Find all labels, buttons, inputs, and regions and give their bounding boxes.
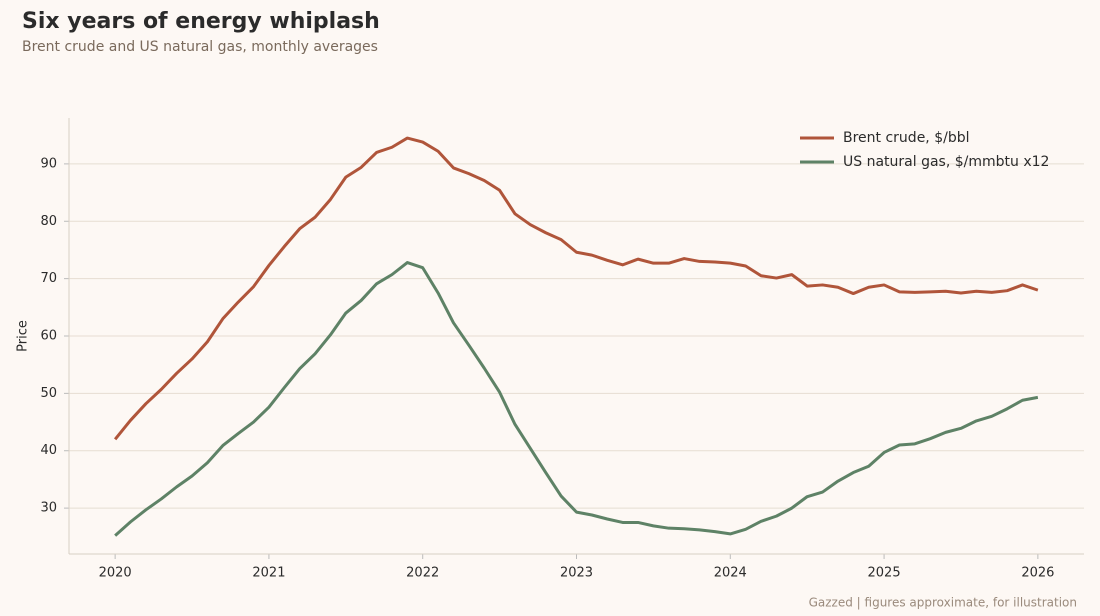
chart-title: Six years of energy whiplash xyxy=(22,9,380,34)
y-tick-label: 30 xyxy=(40,501,57,516)
x-tick-label: 2020 xyxy=(99,566,132,581)
legend-label: US natural gas, $/mmbtu x12 xyxy=(843,154,1049,170)
footer: Gazzed | figures approximate, for illust… xyxy=(809,596,1077,610)
legend-label: Brent crude, $/bbl xyxy=(843,130,970,146)
x-tick-label: 2023 xyxy=(560,566,593,581)
y-tick-label: 40 xyxy=(40,443,57,458)
series-line xyxy=(113,136,1039,441)
x-tick-label: 2022 xyxy=(406,566,439,581)
y-tick-label: 80 xyxy=(40,214,57,229)
y-tick-label: 60 xyxy=(40,329,57,344)
y-tick-label: 90 xyxy=(40,156,57,171)
x-tick-label: 2025 xyxy=(868,566,901,581)
y-axis-label: Price xyxy=(16,320,31,352)
x-tick-label: 2024 xyxy=(714,566,747,581)
y-tick-label: 50 xyxy=(40,386,57,401)
y-tick-label: 70 xyxy=(40,271,57,286)
series-line xyxy=(114,261,1039,537)
x-tick-label: 2021 xyxy=(252,566,285,581)
x-tick-label: 2026 xyxy=(1021,566,1054,581)
chart-subtitle: Brent crude and US natural gas, monthly … xyxy=(22,39,378,55)
